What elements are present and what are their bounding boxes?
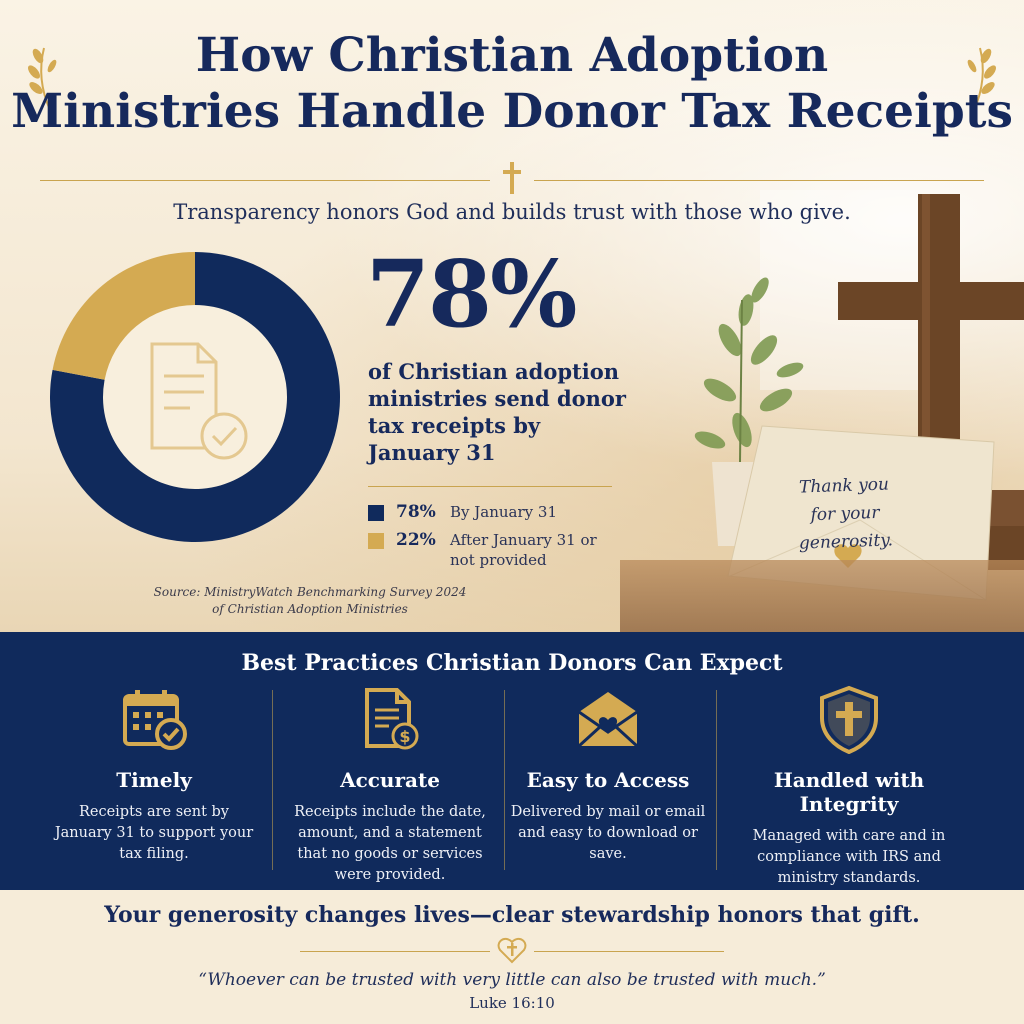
closing-statement: Your generosity changes lives—clear stew… [104,902,920,928]
document-dollar-icon: $ [365,688,419,750]
source-line-2: of Christian Adoption Ministries [212,602,408,616]
practice-description: Receipts include the date, amount, and a… [294,804,486,883]
subtitle: Transparency honors God and builds trust… [173,200,851,224]
envelope-heart-icon [577,692,639,748]
donut-slice-by-jan-31 [50,252,340,542]
headline-description: of Christian adoption ministries send do… [368,359,626,465]
practice-description: Delivered by mail or email and easy to d… [510,804,706,862]
scripture-reference: Luke 16:10 [469,994,555,1012]
footer-divider-left [300,951,490,952]
best-practices-heading: Best Practices Christian Donors Can Expe… [241,650,783,676]
headline-percentage: 78% [366,240,577,348]
title-line-2: Ministries Handle Donor Tax Receipts [11,84,1013,139]
practice-title: Easy to Access [526,768,690,792]
practice-description: Receipts are sent by January 31 to suppo… [54,804,254,862]
donut-center [103,305,287,489]
cross-icon [503,162,521,194]
practice-divider [716,690,717,870]
card-line-2: for your generosity. [798,502,894,554]
donut-chart-svg [50,252,340,542]
practice-title: Accurate [340,768,440,792]
practice-accurate: $ Accurate Receipts include the date, am… [272,684,508,886]
calendar-check-icon [123,690,187,750]
title-divider-right [534,180,984,181]
stat-divider [368,486,612,487]
practice-description: Managed with care and in compliance with… [752,828,946,886]
legend-label: After January 31 or not provided [450,531,597,569]
donut-chart [50,252,340,542]
page-title: How Christian Adoption Ministries Handle… [0,28,1024,140]
best-practices-band [0,632,1024,890]
legend-swatch-gold [368,533,384,549]
legend-label: By January 31 [450,503,557,521]
legend-value: 22% [396,530,436,550]
gold-heart-icon [834,544,862,568]
practice-easy-access: Easy to Access Delivered by mail or emai… [490,684,726,865]
legend-swatch-navy [368,505,384,521]
source-line-1: Source: MinistryWatch Benchmarking Surve… [153,585,467,599]
practice-divider [272,690,273,870]
practice-timely: Timely Receipts are sent by January 31 t… [36,684,272,865]
title-divider-left [40,180,490,181]
practice-integrity: Handled with Integrity Managed with care… [722,684,976,889]
chart-legend: 78% By January 31 22% After January 31 o… [368,502,628,578]
legend-item: 22% After January 31 or not provided [368,530,628,570]
card-message: Thank you for your generosity. [769,469,922,558]
legend-item: 78% By January 31 [368,502,628,522]
wooden-table [620,560,1024,632]
cross-plant-card-illustration [694,190,1024,601]
source-note: Source: MinistryWatch Benchmarking Surve… [130,584,490,618]
laurel-right-icon [967,47,996,111]
svg-text:$: $ [399,727,410,746]
scripture-quote: “Whoever can be trusted with very little… [198,970,826,990]
shield-cross-icon [820,685,878,754]
title-line-1: How Christian Adoption [195,28,829,83]
practice-divider [504,690,505,870]
practice-title: Timely [116,768,192,792]
donut-slice-after-jan-31 [52,252,196,380]
receipt-check-icon [150,342,248,460]
laurel-left-icon [28,47,57,111]
footer-divider-right [534,951,724,952]
heart-cross-icon [497,937,527,964]
legend-value: 78% [396,502,436,522]
practice-title: Handled with Integrity [773,768,925,816]
